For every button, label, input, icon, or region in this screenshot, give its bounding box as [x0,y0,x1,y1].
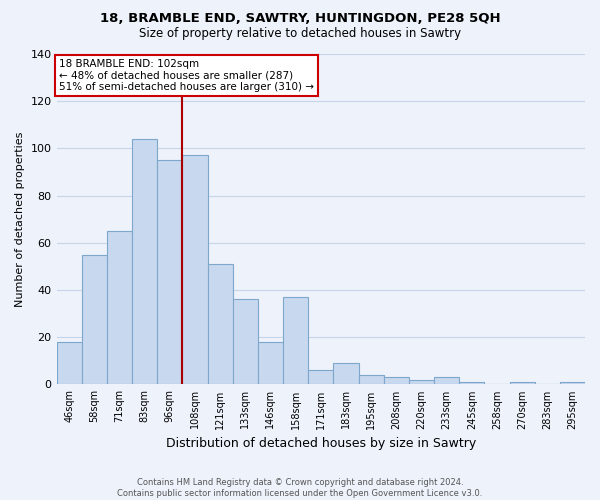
Bar [409,380,434,384]
Bar [283,297,308,384]
Bar [459,382,484,384]
Bar [107,231,132,384]
Text: 18 BRAMBLE END: 102sqm
← 48% of detached houses are smaller (287)
51% of semi-de: 18 BRAMBLE END: 102sqm ← 48% of detached… [59,59,314,92]
Y-axis label: Number of detached properties: Number of detached properties [15,132,25,307]
Text: Size of property relative to detached houses in Sawtry: Size of property relative to detached ho… [139,28,461,40]
Bar [157,160,182,384]
Bar [82,254,107,384]
Bar [182,156,208,384]
Bar [208,264,233,384]
Bar [132,139,157,384]
Bar [233,300,258,384]
Bar [434,378,459,384]
Bar [560,382,585,384]
Bar [308,370,334,384]
Bar [334,363,359,384]
Bar [383,378,409,384]
Text: 18, BRAMBLE END, SAWTRY, HUNTINGDON, PE28 5QH: 18, BRAMBLE END, SAWTRY, HUNTINGDON, PE2… [100,12,500,26]
Bar [509,382,535,384]
X-axis label: Distribution of detached houses by size in Sawtry: Distribution of detached houses by size … [166,437,476,450]
Bar [56,342,82,384]
Text: Contains HM Land Registry data © Crown copyright and database right 2024.
Contai: Contains HM Land Registry data © Crown c… [118,478,482,498]
Bar [359,375,383,384]
Bar [258,342,283,384]
